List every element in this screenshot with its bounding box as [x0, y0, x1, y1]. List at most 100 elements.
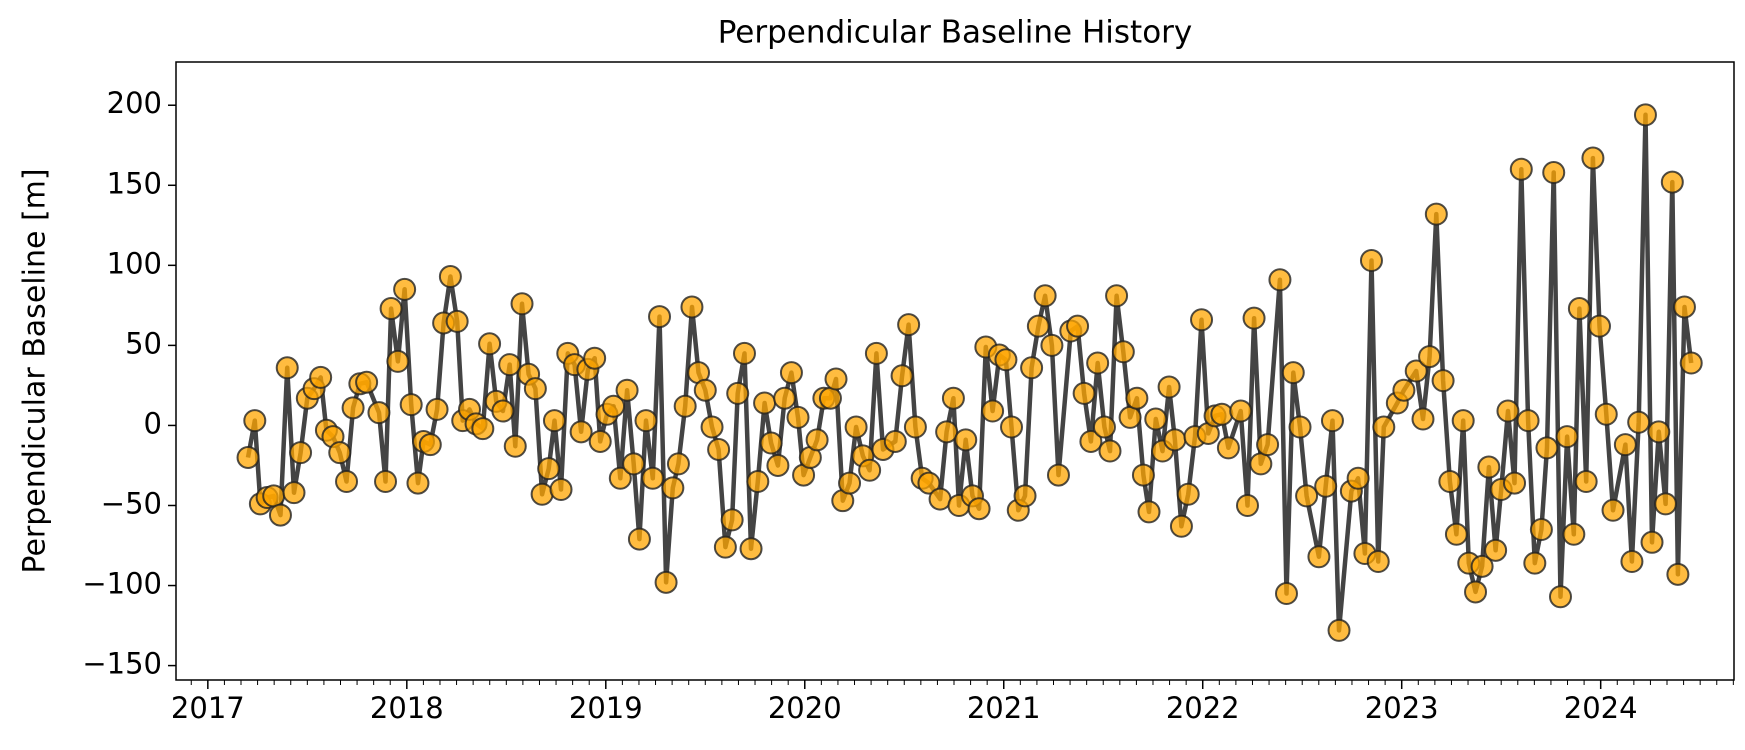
- data-point: [615, 378, 639, 402]
- data-point: [673, 394, 697, 418]
- data-point: [1046, 463, 1070, 487]
- data-point: [1163, 428, 1187, 452]
- x-tick-label: 2018: [370, 691, 444, 725]
- x-tick-label: 2017: [171, 691, 245, 725]
- data-point: [746, 469, 770, 493]
- data-point: [1562, 522, 1586, 546]
- data-point: [890, 364, 914, 388]
- data-point: [1509, 157, 1533, 181]
- y-axis-label: Perpendicular Baseline [m]: [18, 168, 53, 573]
- data-point: [622, 452, 646, 476]
- data-point: [917, 471, 941, 495]
- y-tick-label: 50: [125, 326, 162, 360]
- data-point: [268, 503, 292, 527]
- data-point: [1157, 375, 1181, 399]
- data-point: [786, 405, 810, 429]
- data-point: [588, 429, 612, 453]
- data-point: [1359, 249, 1383, 273]
- data-point: [661, 476, 685, 500]
- data-point: [1320, 409, 1344, 433]
- data-point: [341, 396, 365, 420]
- data-point: [1477, 455, 1501, 479]
- data-point: [1314, 474, 1338, 498]
- data-point: [1404, 359, 1428, 383]
- data-point: [1424, 202, 1448, 226]
- data-point: [530, 482, 554, 506]
- data-point: [641, 466, 665, 490]
- data-point: [1210, 402, 1234, 426]
- data-point: [399, 393, 423, 417]
- data-point: [627, 527, 651, 551]
- data-point: [236, 445, 260, 469]
- data-point: [1144, 407, 1168, 431]
- plot-frame: [175, 61, 1735, 681]
- x-tick-label: 2019: [569, 691, 643, 725]
- data-point: [1131, 463, 1155, 487]
- data-point: [1125, 386, 1149, 410]
- data-point: [1229, 399, 1253, 423]
- data-point: [471, 417, 495, 441]
- data-point: [707, 437, 731, 461]
- data-point: [1105, 284, 1129, 308]
- data-point: [309, 365, 333, 389]
- data-point: [1654, 492, 1678, 516]
- data-point: [608, 466, 632, 490]
- data-point: [1086, 351, 1110, 375]
- data-point: [941, 386, 965, 410]
- data-point: [1066, 314, 1090, 338]
- data-point: [1092, 415, 1116, 439]
- data-point: [374, 469, 398, 493]
- data-point: [503, 434, 527, 458]
- y-tick-label: 150: [107, 166, 162, 200]
- data-point: [1137, 500, 1161, 524]
- data-point: [666, 452, 690, 476]
- y-tick-label: −100: [82, 567, 162, 601]
- data-point: [1523, 551, 1547, 575]
- chart-title: Perpendicular Baseline History: [718, 15, 1193, 51]
- data-point: [328, 441, 352, 465]
- data-point: [1535, 436, 1559, 460]
- data-point: [773, 386, 797, 410]
- data-point: [418, 433, 442, 457]
- y-tick-label: −150: [82, 647, 162, 681]
- data-point: [824, 367, 848, 391]
- data-point: [1000, 415, 1024, 439]
- data-point: [981, 399, 1005, 423]
- data-point: [406, 471, 430, 495]
- data-point: [858, 458, 882, 482]
- data-point: [1672, 295, 1696, 319]
- data-point: [1633, 103, 1657, 127]
- data-point: [654, 570, 678, 594]
- x-tick-label: 2023: [1365, 691, 1439, 725]
- data-point: [739, 537, 763, 561]
- data-point: [838, 471, 862, 495]
- data-point: [1470, 554, 1494, 578]
- data-point: [393, 277, 417, 301]
- data-point: [1620, 550, 1644, 574]
- data-point: [1176, 482, 1200, 506]
- data-point: [1411, 407, 1435, 431]
- x-tick-label: 2024: [1564, 691, 1638, 725]
- data-point: [844, 415, 868, 439]
- data-point: [1072, 381, 1096, 405]
- data-point: [700, 415, 724, 439]
- data-point: [289, 441, 313, 465]
- data-point: [732, 341, 756, 365]
- y-tick-label: −50: [101, 486, 162, 520]
- data-point: [720, 508, 744, 532]
- data-point: [523, 377, 547, 401]
- data-point: [1666, 562, 1690, 586]
- data-point: [335, 469, 359, 493]
- x-tick-label: 2020: [768, 691, 842, 725]
- y-tick-label: 200: [107, 86, 162, 120]
- data-point: [1503, 471, 1527, 495]
- data-point: [994, 348, 1018, 372]
- data-point: [602, 394, 626, 418]
- data-point: [1613, 433, 1637, 457]
- data-point: [438, 265, 462, 289]
- data-point: [766, 453, 790, 477]
- data-point: [1256, 433, 1280, 457]
- data-point: [928, 487, 952, 511]
- data-point: [1040, 333, 1064, 357]
